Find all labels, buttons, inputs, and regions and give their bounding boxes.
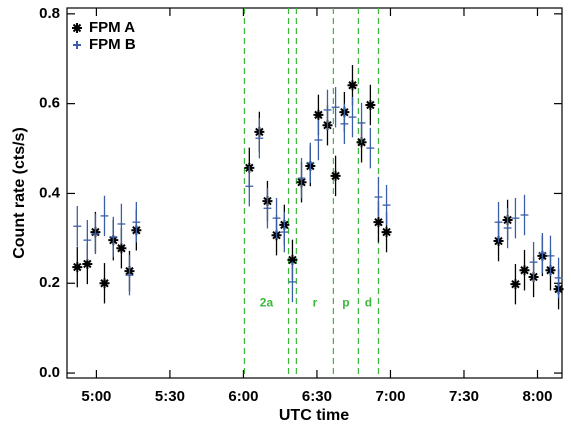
x-tick-label: 5:30 (155, 388, 185, 405)
region-label: p (342, 296, 349, 310)
point (116, 243, 127, 254)
y-tick-label: 0.4 (39, 184, 61, 201)
point (365, 99, 376, 110)
legend-marker (73, 41, 81, 49)
legend-label: FPM A (89, 19, 135, 36)
region-label: 2a (260, 296, 274, 310)
point (381, 227, 392, 238)
x-tick-label: 8:00 (522, 388, 552, 405)
point (313, 109, 324, 120)
y-tick-label: 0.0 (39, 364, 60, 381)
y-tick-label: 0.2 (39, 274, 60, 291)
point (347, 80, 358, 91)
point (330, 170, 341, 181)
point (82, 258, 93, 269)
region-label: d (365, 296, 372, 310)
x-tick-label: 5:00 (81, 388, 111, 405)
x-tick-label: 7:00 (375, 388, 405, 405)
point (519, 265, 530, 276)
x-axis-label: UTC time (279, 407, 349, 424)
region-label: r (313, 296, 318, 310)
y-tick-label: 0.6 (39, 95, 60, 112)
x-tick-label: 6:00 (228, 388, 258, 405)
point (373, 217, 384, 228)
legend-label: FPM B (89, 36, 136, 53)
point (99, 278, 110, 289)
y-axis-label: Count rate (cts/s) (11, 127, 28, 259)
x-tick-label: 7:30 (449, 388, 479, 405)
plot-frame (66, 7, 563, 379)
x-tick-label: 6:30 (302, 388, 332, 405)
point (510, 279, 521, 290)
point (287, 254, 298, 265)
point (72, 262, 83, 273)
y-tick-label: 0.8 (39, 5, 60, 22)
legend-marker (72, 23, 82, 33)
